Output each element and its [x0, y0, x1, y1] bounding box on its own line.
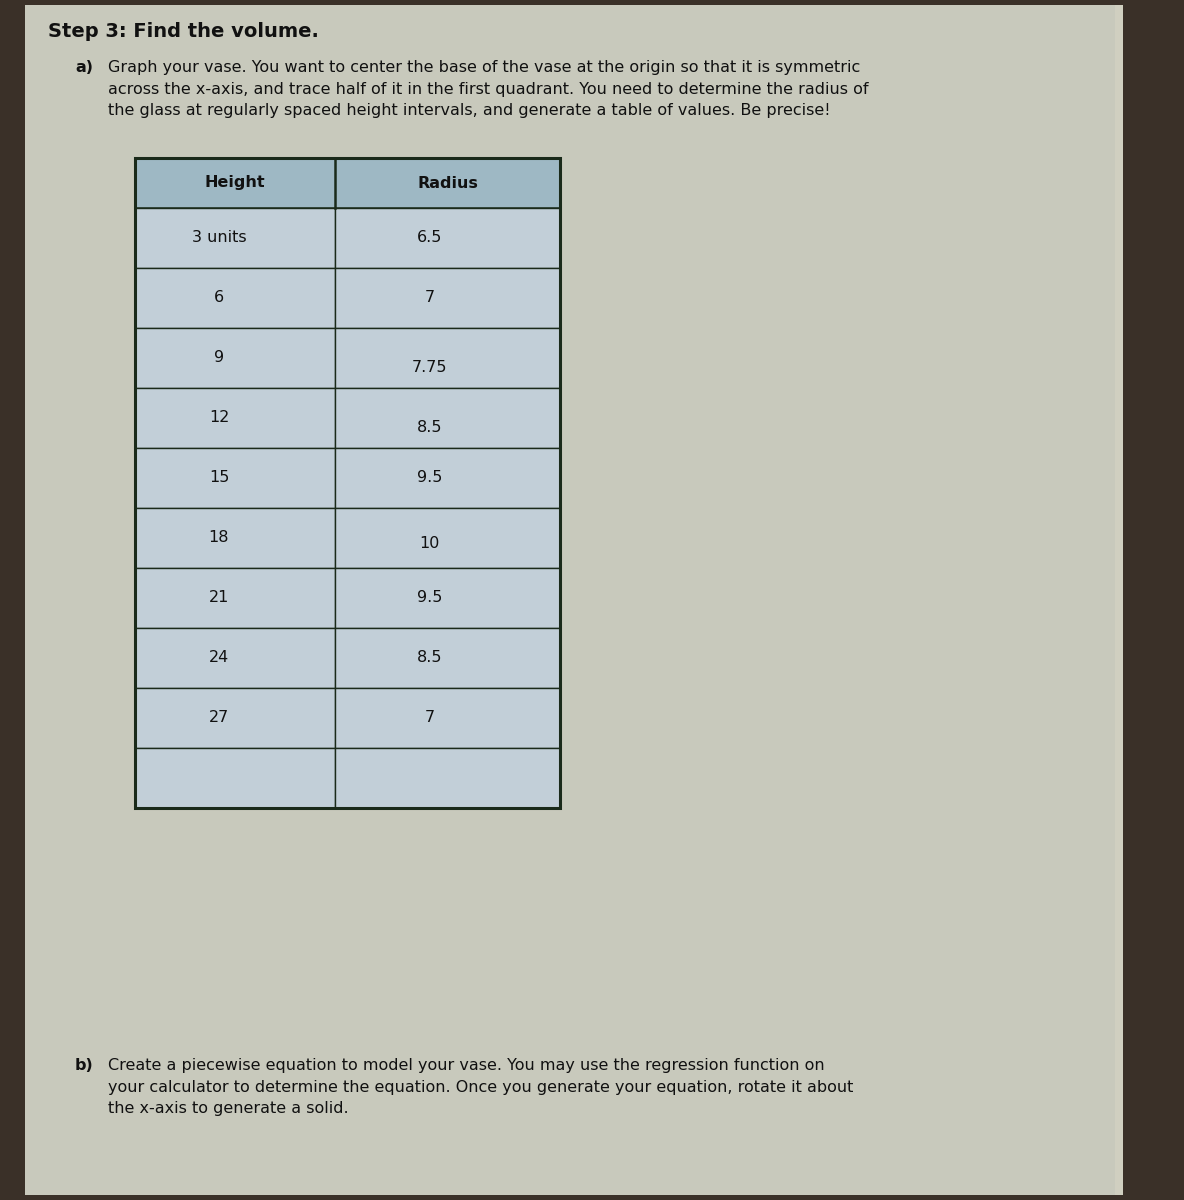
- Bar: [135, 688, 335, 748]
- Text: 27: 27: [208, 710, 230, 726]
- Text: 9: 9: [214, 350, 224, 366]
- Bar: [135, 748, 335, 808]
- Text: 18: 18: [208, 530, 230, 546]
- Bar: [1115, 5, 1122, 1195]
- Bar: [135, 328, 335, 388]
- Text: 3 units: 3 units: [192, 230, 246, 246]
- Text: Create a piecewise equation to model your vase. You may use the regression funct: Create a piecewise equation to model you…: [108, 1058, 854, 1116]
- Text: 10: 10: [419, 535, 439, 551]
- Text: b): b): [75, 1058, 94, 1073]
- Bar: [135, 268, 335, 328]
- Text: 7: 7: [424, 710, 435, 726]
- Text: Radius: Radius: [417, 175, 478, 191]
- Text: 15: 15: [208, 470, 230, 486]
- Bar: [335, 388, 560, 448]
- Bar: [135, 158, 560, 808]
- Text: 9.5: 9.5: [417, 470, 442, 486]
- Text: 7.75: 7.75: [412, 360, 448, 376]
- Bar: [135, 158, 560, 208]
- Text: Height: Height: [205, 175, 265, 191]
- Text: a): a): [75, 60, 94, 74]
- Bar: [335, 508, 560, 568]
- Bar: [335, 208, 560, 268]
- Bar: [135, 508, 335, 568]
- Bar: [335, 268, 560, 328]
- Text: 24: 24: [208, 650, 230, 666]
- Text: Graph your vase. You want to center the base of the vase at the origin so that i: Graph your vase. You want to center the …: [108, 60, 869, 119]
- Bar: [335, 448, 560, 508]
- Bar: [335, 328, 560, 388]
- Bar: [135, 388, 335, 448]
- Bar: [135, 568, 335, 628]
- Text: 7: 7: [424, 290, 435, 306]
- Text: 8.5: 8.5: [417, 420, 443, 436]
- Text: 8.5: 8.5: [417, 650, 443, 666]
- Text: 12: 12: [208, 410, 230, 426]
- Bar: [335, 628, 560, 688]
- Bar: [135, 208, 335, 268]
- Bar: [335, 748, 560, 808]
- Text: Step 3: Find the volume.: Step 3: Find the volume.: [49, 22, 318, 41]
- Bar: [135, 628, 335, 688]
- Text: 9.5: 9.5: [417, 590, 442, 606]
- Bar: [335, 568, 560, 628]
- Text: 6.5: 6.5: [417, 230, 442, 246]
- Text: 6: 6: [214, 290, 224, 306]
- Bar: [335, 688, 560, 748]
- Bar: [135, 448, 335, 508]
- Text: 21: 21: [208, 590, 230, 606]
